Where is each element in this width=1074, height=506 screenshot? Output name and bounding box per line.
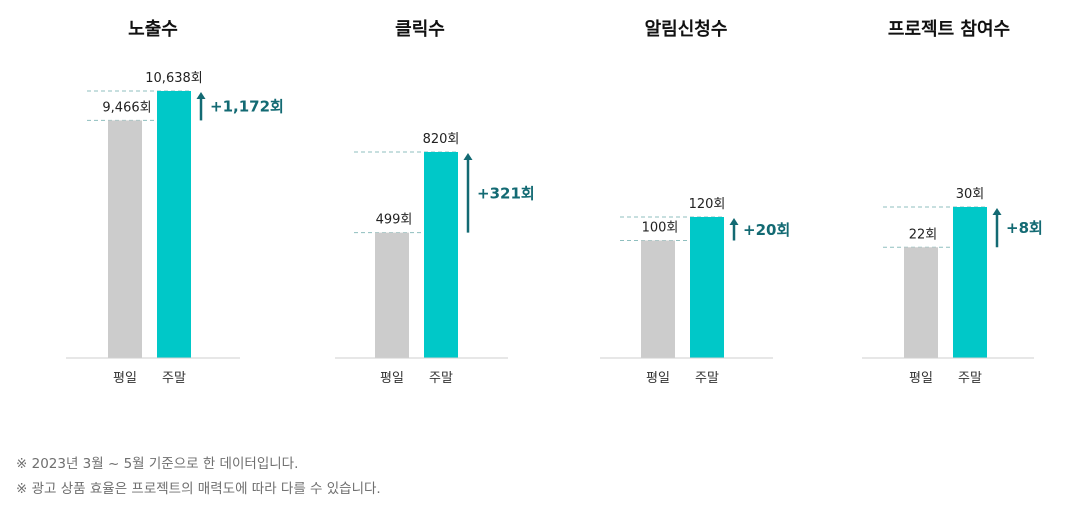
bar-weekday [375, 232, 409, 358]
chart-title: 노출수 [128, 19, 178, 40]
category-label-weekday: 평일 [646, 371, 670, 386]
diff-label: +20회 [743, 221, 790, 239]
chart-title: 알림신청수 [645, 19, 728, 40]
diff-arrow-head [196, 92, 206, 99]
bar-weekend [424, 152, 458, 358]
category-label-weekday: 평일 [909, 371, 933, 386]
category-label-weekend: 주말 [429, 371, 453, 386]
value-label-weekend: 30회 [956, 187, 985, 202]
category-label-weekend: 주말 [958, 371, 982, 386]
bar-weekend [953, 207, 987, 358]
value-label-weekend: 10,638회 [145, 71, 202, 86]
value-label-weekday: 9,466회 [102, 100, 151, 115]
diff-label: +8회 [1006, 219, 1043, 237]
footnote-disclaimer: ※ 광고 상품 효율은 프로젝트의 매력도에 따라 다를 수 있습니다. [16, 481, 381, 497]
diff-arrow-head [992, 208, 1002, 215]
value-label-weekday: 499회 [376, 213, 413, 228]
bar-weekend [690, 217, 724, 358]
category-label-weekend: 주말 [695, 371, 719, 386]
category-label-weekday: 평일 [380, 371, 404, 386]
bar-weekday [904, 247, 938, 358]
bar-weekday [108, 120, 142, 358]
diff-label: +321회 [477, 184, 535, 202]
chart-title: 클릭수 [395, 19, 445, 40]
footnote-period: ※ 2023년 3월 ~ 5월 기준으로 한 데이터입니다. [16, 456, 299, 472]
chart-title: 프로젝트 참여수 [888, 19, 1010, 40]
category-label-weekend: 주말 [162, 371, 186, 386]
value-label-weekend: 120회 [689, 197, 726, 212]
bar-weekend [157, 91, 191, 358]
bar-weekday [641, 240, 675, 358]
value-label-weekend: 820회 [423, 132, 460, 147]
value-label-weekday: 22회 [909, 227, 938, 242]
category-label-weekday: 평일 [113, 371, 137, 386]
diff-arrow-head [729, 218, 739, 225]
diff-arrow-head [463, 153, 473, 160]
diff-label: +1,172회 [210, 98, 284, 116]
value-label-weekday: 100회 [642, 221, 679, 236]
